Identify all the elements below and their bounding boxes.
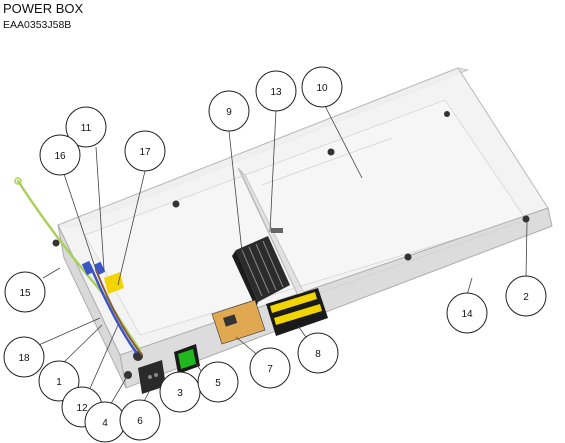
- brown-wire: [95, 269, 143, 356]
- svg-text:12: 12: [76, 403, 88, 414]
- caution-label: [211, 299, 266, 345]
- callout-5: 5: [197, 361, 239, 403]
- wiring-harness: [14, 177, 143, 356]
- screw-back-right: [444, 111, 450, 117]
- callout-4: 4: [84, 401, 126, 443]
- callout-9: 9: [208, 90, 250, 132]
- part-number: EAA0353J58B: [3, 19, 72, 31]
- yellow-tag: [104, 272, 124, 294]
- diagram-title: POWER BOX: [3, 1, 84, 16]
- svg-text:8: 8: [315, 349, 321, 360]
- callout-2: 2: [505, 275, 547, 317]
- screw-back-mid: [327, 148, 335, 156]
- svg-text:10: 10: [316, 83, 328, 94]
- callout-6: 6: [119, 399, 161, 441]
- screw-back-left: [172, 200, 180, 208]
- callout-14: 14: [446, 292, 488, 334]
- ground-wire: [16, 179, 142, 352]
- callout-16: 16: [39, 134, 81, 176]
- svg-text:14: 14: [461, 309, 473, 320]
- power-inlet: [124, 351, 166, 394]
- svg-text:3: 3: [177, 388, 183, 399]
- callout-1: 1: [38, 360, 80, 402]
- svg-text:17: 17: [139, 147, 151, 158]
- mounting-screws: [52, 111, 530, 261]
- callout-11: 11: [65, 106, 107, 148]
- blue-wire: [88, 263, 138, 354]
- screw-front: [404, 253, 412, 261]
- screw-left: [52, 239, 60, 247]
- svg-text:4: 4: [102, 418, 108, 429]
- callout-3: 3: [159, 371, 201, 413]
- warning-label: [266, 288, 328, 336]
- svg-text:11: 11: [81, 123, 92, 134]
- screw-right: [522, 215, 530, 223]
- svg-text:5: 5: [215, 378, 221, 389]
- svg-text:18: 18: [18, 353, 30, 364]
- svg-text:1: 1: [56, 377, 62, 388]
- callout-15: 15: [4, 271, 46, 313]
- callout-17: 17: [124, 130, 166, 172]
- terminal-block: [232, 236, 290, 308]
- screw-13: [271, 228, 283, 233]
- callout-13: 13: [255, 70, 297, 112]
- power-box-enclosure: [56, 67, 553, 389]
- svg-text:7: 7: [267, 364, 273, 375]
- svg-text:6: 6: [137, 416, 143, 427]
- svg-text:16: 16: [54, 151, 66, 162]
- callout-8: 8: [297, 332, 339, 374]
- callout-7: 7: [249, 347, 291, 389]
- svg-text:9: 9: [226, 107, 232, 118]
- svg-text:15: 15: [19, 288, 31, 299]
- callout-group: 9 13 10 11 16 17 15 18 1 12 4 6 3 5 7 8 …: [3, 66, 547, 443]
- callout-10: 10: [301, 66, 343, 108]
- blue-connector: [81, 260, 95, 276]
- ring-terminal: [14, 177, 22, 185]
- power-switch: [174, 344, 200, 374]
- svg-text:2: 2: [523, 292, 529, 303]
- callout-18: 18: [3, 336, 45, 378]
- svg-text:13: 13: [270, 87, 282, 98]
